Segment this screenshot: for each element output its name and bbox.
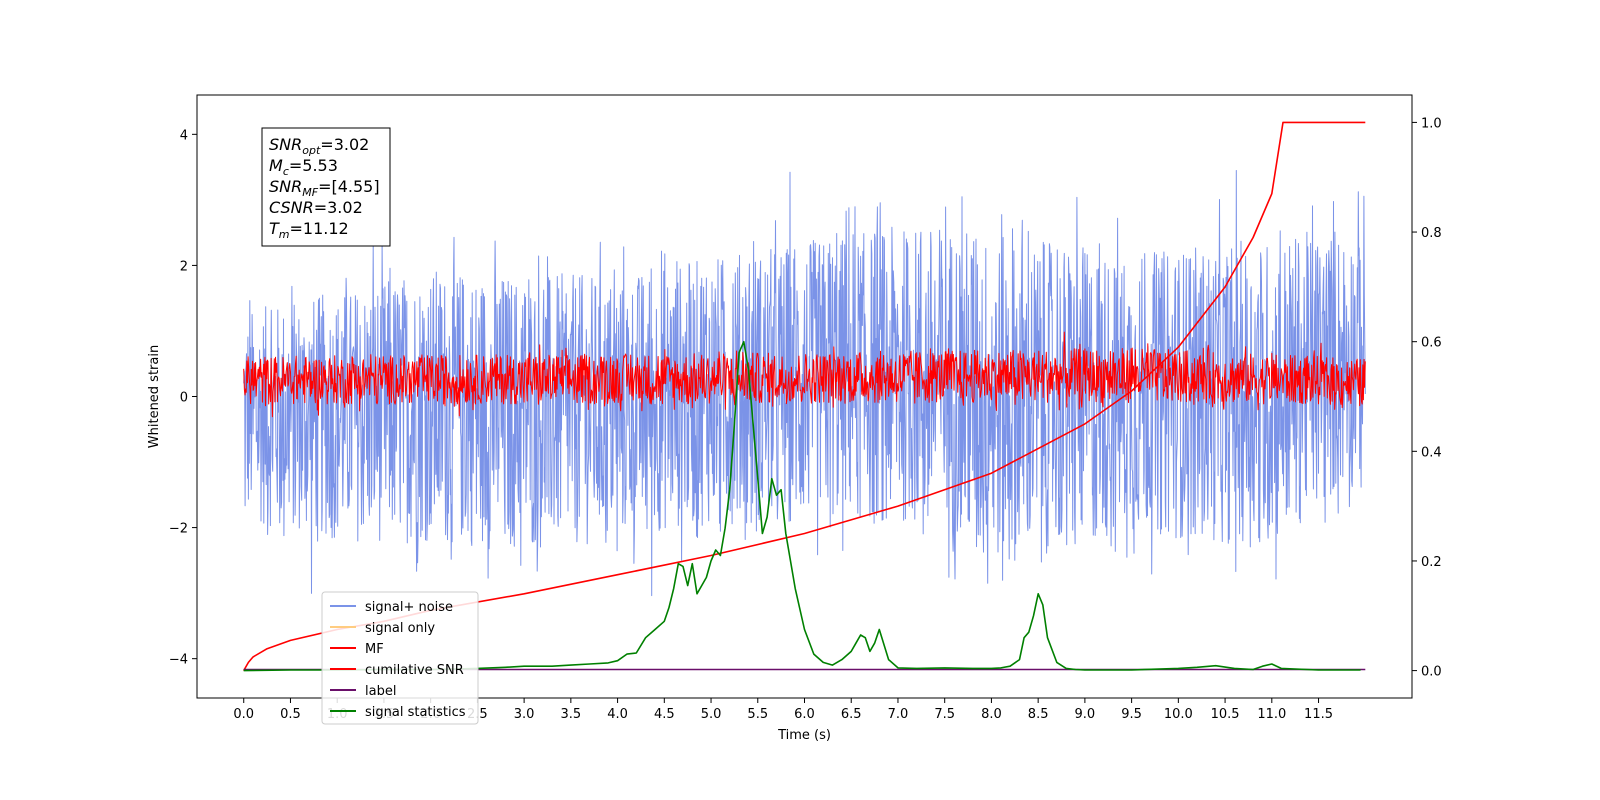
annotation-value: =5.53: [289, 156, 338, 175]
legend: signal+ noise signal only MF cumilative SNR…: [321, 591, 479, 725]
y-tick-label: 2: [180, 259, 188, 274]
annotation-symbol: SNR: [269, 177, 302, 196]
y-tick-label: −4: [169, 653, 188, 668]
legend-label-signal-statistics: signal statistics: [365, 705, 466, 720]
x-tick-label: 7.5: [934, 707, 955, 722]
y-right-tick-label: 0.4: [1421, 445, 1442, 460]
annotation-value: =3.02: [320, 135, 369, 154]
legend-label-signal-noise: signal+ noise: [365, 600, 453, 615]
x-tick-label: 8.0: [981, 707, 1002, 722]
annotation-symbol: CSNR: [269, 198, 314, 217]
legend-label-mf: MF: [365, 642, 384, 657]
annotation-box: SNRopt=3.02Mc=5.53SNRMF=[4.55]CSNR=3.02T…: [261, 127, 391, 247]
x-tick-label: 11.5: [1304, 707, 1333, 722]
x-tick-label: 3.0: [514, 707, 535, 722]
annotation-line: CSNR=3.02: [269, 198, 363, 217]
annotation-subscript: c: [283, 165, 289, 178]
annotation-symbol: M: [269, 156, 283, 175]
legend-label-cumilative-snr: cumilative SNR: [365, 663, 464, 678]
x-tick-label: 9.5: [1121, 707, 1142, 722]
series-signal-noise-line: [243, 170, 1366, 597]
annotation-symbol: SNR: [269, 135, 302, 154]
x-axis-label: Time (s): [777, 728, 831, 743]
annotation-subscript: opt: [302, 144, 321, 157]
annotation-frame: [261, 127, 391, 247]
axes-layer: 0.00.51.01.52.02.53.03.54.04.55.05.56.06…: [169, 116, 1442, 722]
x-tick-label: 9.0: [1075, 707, 1096, 722]
x-tick-label: 11.0: [1257, 707, 1286, 722]
legend-label-signal-only: signal only: [365, 621, 435, 636]
y-tick-label: 0: [180, 391, 188, 406]
annotation-value: =[4.55]: [318, 177, 380, 196]
y-tick-label: −2: [169, 522, 188, 537]
x-tick-label: 5.0: [701, 707, 722, 722]
legend-frame: [321, 591, 479, 725]
y-right-tick-label: 1.0: [1421, 116, 1442, 131]
annotation-line: Mc=5.53: [269, 156, 338, 178]
y-right-tick-label: 0.2: [1421, 555, 1442, 570]
annotation-symbol: T: [269, 219, 280, 238]
x-tick-label: 8.5: [1028, 707, 1049, 722]
y-right-tick-label: 0.6: [1421, 336, 1442, 351]
y-right-tick-label: 0.0: [1421, 665, 1442, 680]
band-layer: [243, 170, 1366, 597]
x-tick-label: 0.0: [233, 707, 254, 722]
x-tick-label: 5.5: [747, 707, 768, 722]
series-cumilative-snr-line: [243, 121, 1366, 671]
annotation-line: Tm=11.12: [269, 219, 349, 241]
x-tick-label: 6.5: [841, 707, 862, 722]
annotation-line: SNRopt=3.02: [269, 135, 369, 157]
y-right-tick-label: 0.8: [1421, 226, 1442, 241]
legend-label-label: label: [365, 684, 396, 699]
x-tick-label: 7.0: [888, 707, 909, 722]
series-mf-line: [243, 331, 1366, 418]
x-tick-label: 6.0: [794, 707, 815, 722]
series-signal-statistics-line: [243, 340, 1361, 672]
annotation-value: =3.02: [314, 198, 363, 217]
annotation-line: SNRMF=[4.55]: [269, 177, 380, 199]
x-tick-label: 10.0: [1164, 707, 1193, 722]
x-tick-label: 4.0: [607, 707, 628, 722]
y-tick-label: 4: [180, 128, 188, 143]
x-tick-label: 3.5: [561, 707, 582, 722]
annotation-value: =11.12: [290, 219, 349, 238]
annotation-subscript: m: [279, 228, 290, 241]
x-tick-label: 0.5: [280, 707, 301, 722]
y-axis-label: Whitened strain: [147, 345, 162, 448]
x-tick-label: 4.5: [654, 707, 675, 722]
annotation-subscript: MF: [302, 186, 318, 199]
x-tick-label: 10.5: [1211, 707, 1240, 722]
